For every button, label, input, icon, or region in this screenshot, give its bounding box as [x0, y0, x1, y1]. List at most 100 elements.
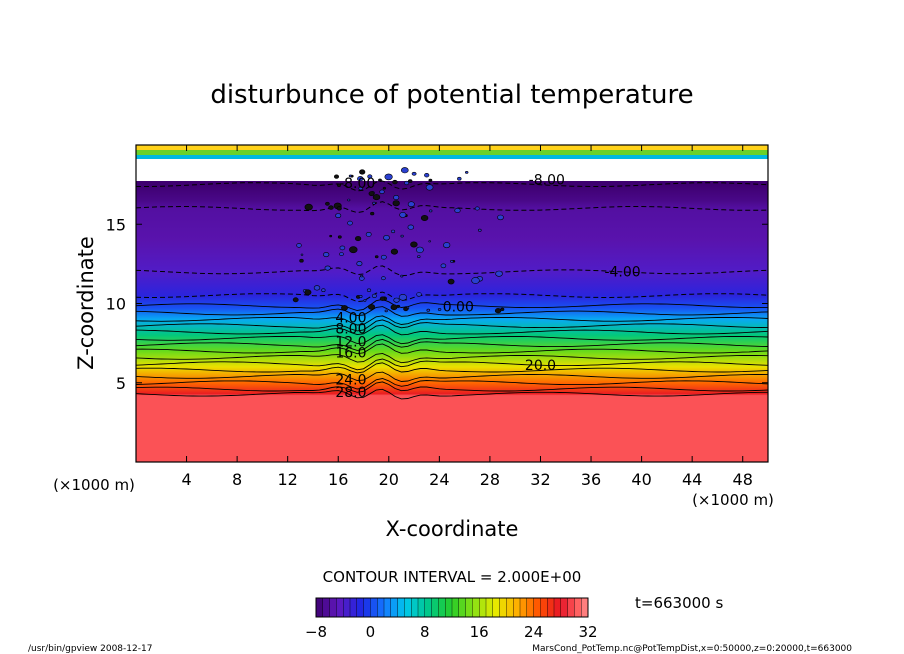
- x-tick-label: 36: [581, 470, 601, 489]
- top-band-cyan: [136, 155, 768, 159]
- colorbar-cell: [349, 597, 358, 618]
- colorbar-cell: [581, 597, 589, 618]
- colorbar-cell: [424, 597, 433, 618]
- plume-cell: [477, 228, 482, 232]
- footer-left: /usr/bin/gpview 2008-12-17: [28, 644, 152, 654]
- contour-4: [136, 315, 768, 326]
- plume-cell: [313, 285, 321, 291]
- x-tick-label: 20: [379, 470, 399, 489]
- plume-cell: [365, 231, 372, 237]
- contour-12: [136, 338, 768, 351]
- contour-label: -8.00: [339, 176, 375, 192]
- plume-cell: [339, 252, 344, 257]
- colorbar-cell: [485, 597, 494, 618]
- upper-white-band: [136, 159, 768, 181]
- x-tick-label: 44: [682, 470, 702, 489]
- colorbar-cell: [363, 597, 371, 618]
- plume-cell: [380, 254, 387, 260]
- colorbar-cell: [540, 597, 548, 618]
- colorbar-cell: [390, 597, 399, 618]
- plume-cell: [393, 297, 400, 303]
- plume-cell: [379, 189, 385, 195]
- plume-cell: [328, 205, 334, 210]
- plume-cell: [372, 201, 376, 205]
- plume-cell: [374, 255, 379, 259]
- colorbar-tick-label: 0: [366, 623, 376, 641]
- temperature-field: [136, 145, 768, 462]
- plume-cell: [321, 288, 326, 293]
- plume-cell: [329, 234, 333, 238]
- plume-cell: [335, 213, 342, 218]
- colorbar-cell: [574, 597, 582, 618]
- plume-cell: [429, 209, 433, 213]
- plume-cell: [408, 179, 413, 183]
- plume-cell: [355, 236, 362, 242]
- plume-cell: [428, 178, 433, 182]
- colorbar-cell: [377, 597, 385, 618]
- x-tick-label: 48: [733, 470, 753, 489]
- plume-cell: [333, 174, 339, 179]
- contour-lines: [136, 180, 768, 400]
- colorbar-cell: [472, 597, 480, 618]
- colorbar-cell: [370, 597, 378, 618]
- plume-cell: [392, 179, 398, 185]
- top-band-yellow: [136, 145, 768, 150]
- colorbar-cell: [547, 597, 555, 618]
- plume-cell: [339, 245, 346, 251]
- plume-cell: [383, 235, 390, 241]
- colorbar-cell: [336, 597, 344, 618]
- plume-cell: [454, 208, 461, 214]
- plume-cell: [400, 167, 409, 174]
- y-tick-label: 5: [116, 374, 126, 393]
- colorbar-cell: [397, 597, 405, 618]
- plume-cell: [371, 293, 377, 299]
- time-text: t=663000 s: [635, 594, 723, 612]
- y-axis: 5 10 15: [106, 215, 768, 393]
- colorbar-cell: [431, 597, 439, 618]
- contour-label: 28.0: [335, 385, 366, 401]
- x-axis-label: X-coordinate: [386, 517, 519, 541]
- contour--4: [136, 265, 768, 277]
- x-tick-label: 8: [232, 470, 242, 489]
- contour--2: [136, 291, 768, 303]
- plume-cell: [407, 201, 415, 207]
- x-tick-label: 4: [181, 470, 191, 489]
- plume-cell: [495, 270, 503, 277]
- plume-cell: [420, 215, 429, 222]
- plume-cell: [370, 211, 375, 216]
- plume-cell: [341, 305, 348, 311]
- contour-24: [136, 378, 768, 390]
- contour-16: [136, 353, 768, 364]
- colorbar-tick-label: −8: [305, 623, 327, 641]
- plume-cell: [381, 276, 386, 281]
- plume-cell: [494, 308, 502, 314]
- plume-cell: [403, 306, 409, 312]
- plume-cell: [428, 240, 432, 243]
- plume-cell: [337, 235, 342, 239]
- y-tick-label: 10: [106, 295, 126, 314]
- y-tick-label: 15: [106, 215, 126, 234]
- colorbar-cell: [329, 597, 337, 618]
- contour-label: 8.00: [335, 322, 366, 338]
- plume-cell: [366, 288, 372, 292]
- x-tick-label: 40: [631, 470, 651, 489]
- contour-26: [136, 381, 768, 393]
- plume-cell: [356, 261, 363, 267]
- colorbar-cell: [479, 597, 487, 618]
- colorbar-cell: [322, 597, 331, 618]
- plume-cell: [367, 304, 375, 310]
- plume-cell: [457, 176, 462, 181]
- contour-18: [136, 358, 768, 371]
- plume-cell: [400, 274, 404, 278]
- colorbar-tick-label: 32: [578, 623, 597, 641]
- colorbar-cell: [343, 597, 351, 618]
- contour-label: 4.00: [335, 311, 366, 327]
- contour-6: [136, 319, 768, 332]
- contour-label: 24.0: [335, 372, 366, 388]
- plume-cell: [392, 200, 400, 207]
- contour--6: [136, 201, 768, 214]
- plume-cell: [382, 186, 387, 190]
- convective-plume: [292, 167, 505, 314]
